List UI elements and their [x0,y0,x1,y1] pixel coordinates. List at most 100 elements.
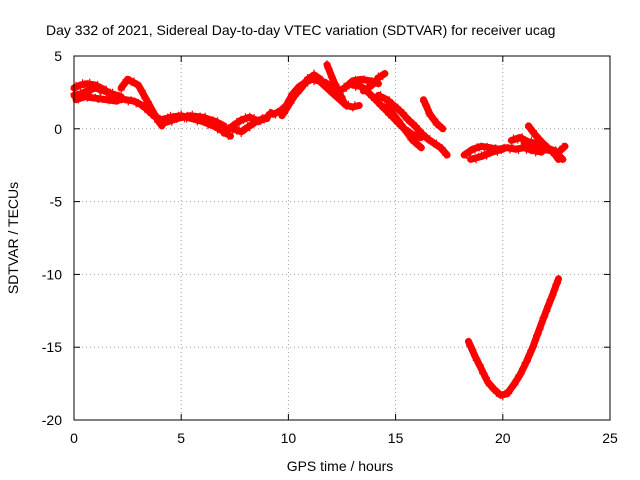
data-point [387,99,395,107]
axis-ticks: 0 5 10 15 20 25 5 0 -5 -10 -15 -20 [42,48,618,446]
data-point [413,138,421,146]
data-point [281,109,288,117]
data-point [439,125,447,133]
data-series-arc-16 [359,70,389,95]
data-point [138,86,146,94]
data-point [519,365,526,373]
data-point [136,83,144,90]
data-point [405,132,413,140]
data-point [414,126,422,133]
chart-title: Day 332 of 2021, Sidereal Day-to-day VTE… [46,22,555,38]
data-point [531,337,539,345]
data-point [538,319,546,327]
data-point [469,345,477,353]
data-point [529,127,537,135]
data-point [505,389,513,397]
data-point [329,76,337,84]
data-point [553,280,561,288]
data-point [400,109,408,117]
data-point [113,97,121,105]
data-point [537,320,545,328]
y-tick-label: -15 [42,339,62,355]
data-series-group [70,60,569,401]
data-point [145,98,153,106]
data-series-arc-9 [229,115,271,137]
data-series-arc-11 [278,69,325,120]
data-point [404,128,412,136]
data-point [541,313,549,321]
data-point [145,107,153,115]
data-point [553,154,561,162]
data-point [551,286,559,294]
data-point [420,129,427,137]
data-point [237,130,245,137]
data-point [423,101,431,109]
data-point [250,120,258,128]
data-point [294,90,302,97]
data-point [546,145,554,153]
data-point [513,376,521,384]
data-point [385,96,393,104]
data-point [242,126,249,134]
data-point [325,84,333,92]
data-point [168,118,176,126]
data-point [338,86,346,94]
data-point [263,115,271,123]
data-point [438,144,446,152]
y-tick-label: -5 [50,194,63,210]
data-point [440,147,448,155]
data-point [483,152,491,160]
data-point [552,151,560,159]
data-point [499,145,507,153]
data-series-arc-17 [374,91,451,159]
data-point [540,139,547,147]
data-point [388,109,396,117]
data-point [355,102,363,109]
x-tick-label: 25 [602,430,618,446]
data-point [424,105,432,113]
data-point [561,142,569,150]
data-point [308,74,316,82]
x-tick-label: 5 [177,430,185,446]
data-point [222,128,230,136]
data-point [532,337,540,345]
data-point [536,134,544,142]
data-point [542,308,550,316]
data-point [471,352,479,360]
data-point [554,279,562,287]
data-point [465,337,472,345]
data-point [340,99,348,107]
data-point [529,343,537,351]
data-point [290,94,297,102]
data-point [383,102,391,110]
data-point [428,112,435,119]
data-point [526,123,534,131]
data-point [120,81,128,89]
data-point [543,307,551,315]
data-point [392,112,400,120]
data-series-arc-21 [467,145,507,164]
data-point [401,112,409,120]
data-point [319,78,327,86]
data-point [287,99,295,107]
data-point [387,105,394,113]
y-tick-label: -10 [42,266,62,282]
data-point [325,64,333,72]
data-point [487,381,495,389]
data-point [555,155,562,163]
x-tick-label: 20 [495,430,511,446]
data-point [474,356,481,364]
data-point [476,361,484,369]
data-series-arc-24 [525,122,562,163]
data-point [489,385,497,392]
data-point [534,135,542,143]
data-point [364,86,372,94]
data-point [301,82,308,89]
data-point [413,122,420,130]
data-point [160,120,168,128]
data-point [517,370,525,378]
data-point [544,302,552,310]
data-point [526,351,534,359]
data-point [533,331,541,339]
data-point [139,102,147,109]
